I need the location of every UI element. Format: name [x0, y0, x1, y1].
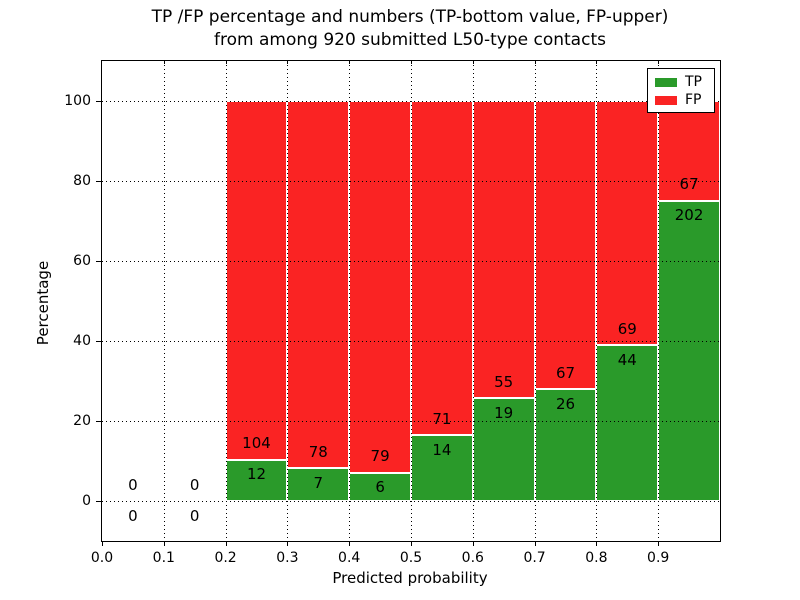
bar-segment-fp [349, 101, 411, 473]
gridline-vertical [658, 61, 660, 541]
x-tick-mark-top [534, 61, 536, 64]
y-tick-label: 60 [73, 253, 91, 269]
y-tick-mark [96, 501, 102, 502]
x-tick-mark [658, 541, 660, 546]
x-tick-mark [349, 541, 351, 546]
legend-item-fp: FP [648, 91, 714, 109]
plot-area: TP FP 0 0 0 0 104 12 78 7 79 6 71 14 55 19 67 26 69 44 67 2… [64, 60, 721, 566]
x-tick-mark [411, 541, 412, 546]
y-tick-mark [96, 181, 102, 182]
gridline-vertical [472, 61, 474, 541]
legend: TP FP [647, 68, 715, 113]
bar-count-label-tp: 12 [246, 465, 267, 484]
x-tick-label: 0.3 [276, 550, 299, 566]
gridline-vertical [596, 61, 598, 541]
bar-count-label-fp: 71 [432, 409, 452, 428]
bar-segment-fp [225, 101, 288, 460]
bar-count-label-tp: 7 [313, 473, 324, 492]
legend-label-tp: TP [685, 74, 702, 90]
x-tick-mark [225, 541, 227, 546]
x-tick-label: 0.2 [214, 550, 237, 566]
bar-segment-tp [225, 459, 288, 501]
y-tick-label: 80 [73, 173, 91, 189]
gridline-vertical [287, 61, 289, 541]
x-tick-mark-top [596, 61, 598, 64]
bar-count-label-tp: 14 [432, 440, 452, 459]
gridline-vertical [225, 61, 227, 541]
x-tick-mark-top [658, 61, 660, 64]
gridline-vertical [163, 61, 165, 541]
x-tick-mark-top [225, 61, 227, 64]
x-tick-label: 0.5 [399, 550, 423, 566]
bar-count-label-tp: 202 [674, 206, 704, 225]
gridline-vertical [349, 61, 351, 541]
x-tick-mark-top [349, 61, 351, 64]
bar-count-label-tp: 0 [128, 506, 138, 525]
x-tick-mark [534, 541, 536, 546]
bar-segment-fp [534, 101, 597, 390]
x-axis-label: Predicted probability [332, 569, 488, 587]
legend-swatch-fp [655, 95, 677, 105]
x-tick-mark [472, 541, 474, 546]
chart-title-line2: from among 920 submitted L50-type contac… [214, 30, 606, 50]
bar-count-label-fp: 78 [308, 442, 328, 461]
x-tick-mark [102, 541, 103, 546]
bar-segment-fp [596, 101, 659, 346]
y-tick-label: 0 [82, 493, 91, 509]
bar-segment-fp [472, 101, 535, 399]
gridline-vertical [534, 61, 536, 541]
gridline-vertical [411, 61, 412, 541]
x-tick-mark-top [472, 61, 474, 64]
y-tick-mark [96, 341, 102, 342]
legend-item-tp: TP [648, 73, 714, 91]
x-tick-mark [163, 541, 165, 546]
legend-label-fp: FP [685, 92, 702, 108]
y-tick-label: 20 [73, 413, 91, 429]
bar-count-label-fp: 0 [128, 475, 138, 494]
bar-count-label-fp: 67 [679, 175, 699, 194]
y-tick-mark [96, 421, 102, 422]
x-tick-label: 0.1 [152, 550, 175, 566]
x-tick-mark [287, 541, 289, 546]
bar-count-label-fp: 69 [617, 319, 637, 338]
legend-swatch-tp [655, 77, 677, 87]
y-tick-label: 100 [64, 93, 91, 109]
x-tick-label: 0.6 [461, 550, 484, 566]
bar-segment-tp [534, 389, 597, 501]
chart-title-line1: TP /FP percentage and numbers (TP-bottom… [151, 7, 669, 27]
y-tick-mark [96, 101, 102, 102]
bar-count-label-fp: 0 [189, 475, 200, 494]
x-tick-mark-top [163, 61, 165, 64]
x-tick-label: 0.4 [338, 550, 361, 566]
y-tick-label: 40 [73, 333, 91, 349]
bar-segment-tp [658, 200, 720, 501]
bar-count-label-fp: 104 [242, 434, 271, 453]
bar-count-label-fp: 79 [370, 447, 390, 466]
bar-count-label-tp: 0 [189, 506, 200, 525]
bar-count-label-fp: 55 [494, 372, 514, 391]
bar-count-label-tp: 6 [375, 478, 385, 497]
bar-count-label-tp: 44 [617, 350, 637, 369]
x-tick-label: 0.0 [90, 550, 114, 566]
x-tick-mark-top [411, 61, 412, 64]
bar-count-label-fp: 67 [555, 363, 576, 382]
x-tick-label: 0.7 [523, 550, 546, 566]
x-tick-mark-top [287, 61, 289, 64]
bar-count-label-tp: 26 [555, 394, 576, 413]
x-tick-mark [596, 541, 598, 546]
y-tick-mark [96, 261, 102, 262]
x-tick-label: 0.8 [585, 550, 608, 566]
bar-segment-fp [287, 101, 350, 469]
x-tick-label: 0.9 [647, 550, 670, 566]
chart-title: TP /FP percentage and numbers (TP-bottom… [60, 6, 760, 52]
bar-count-label-tp: 19 [494, 403, 514, 422]
bar-segment-tp [287, 468, 350, 501]
bar-segment-fp [411, 101, 473, 436]
bar-segment-tp [411, 435, 473, 501]
